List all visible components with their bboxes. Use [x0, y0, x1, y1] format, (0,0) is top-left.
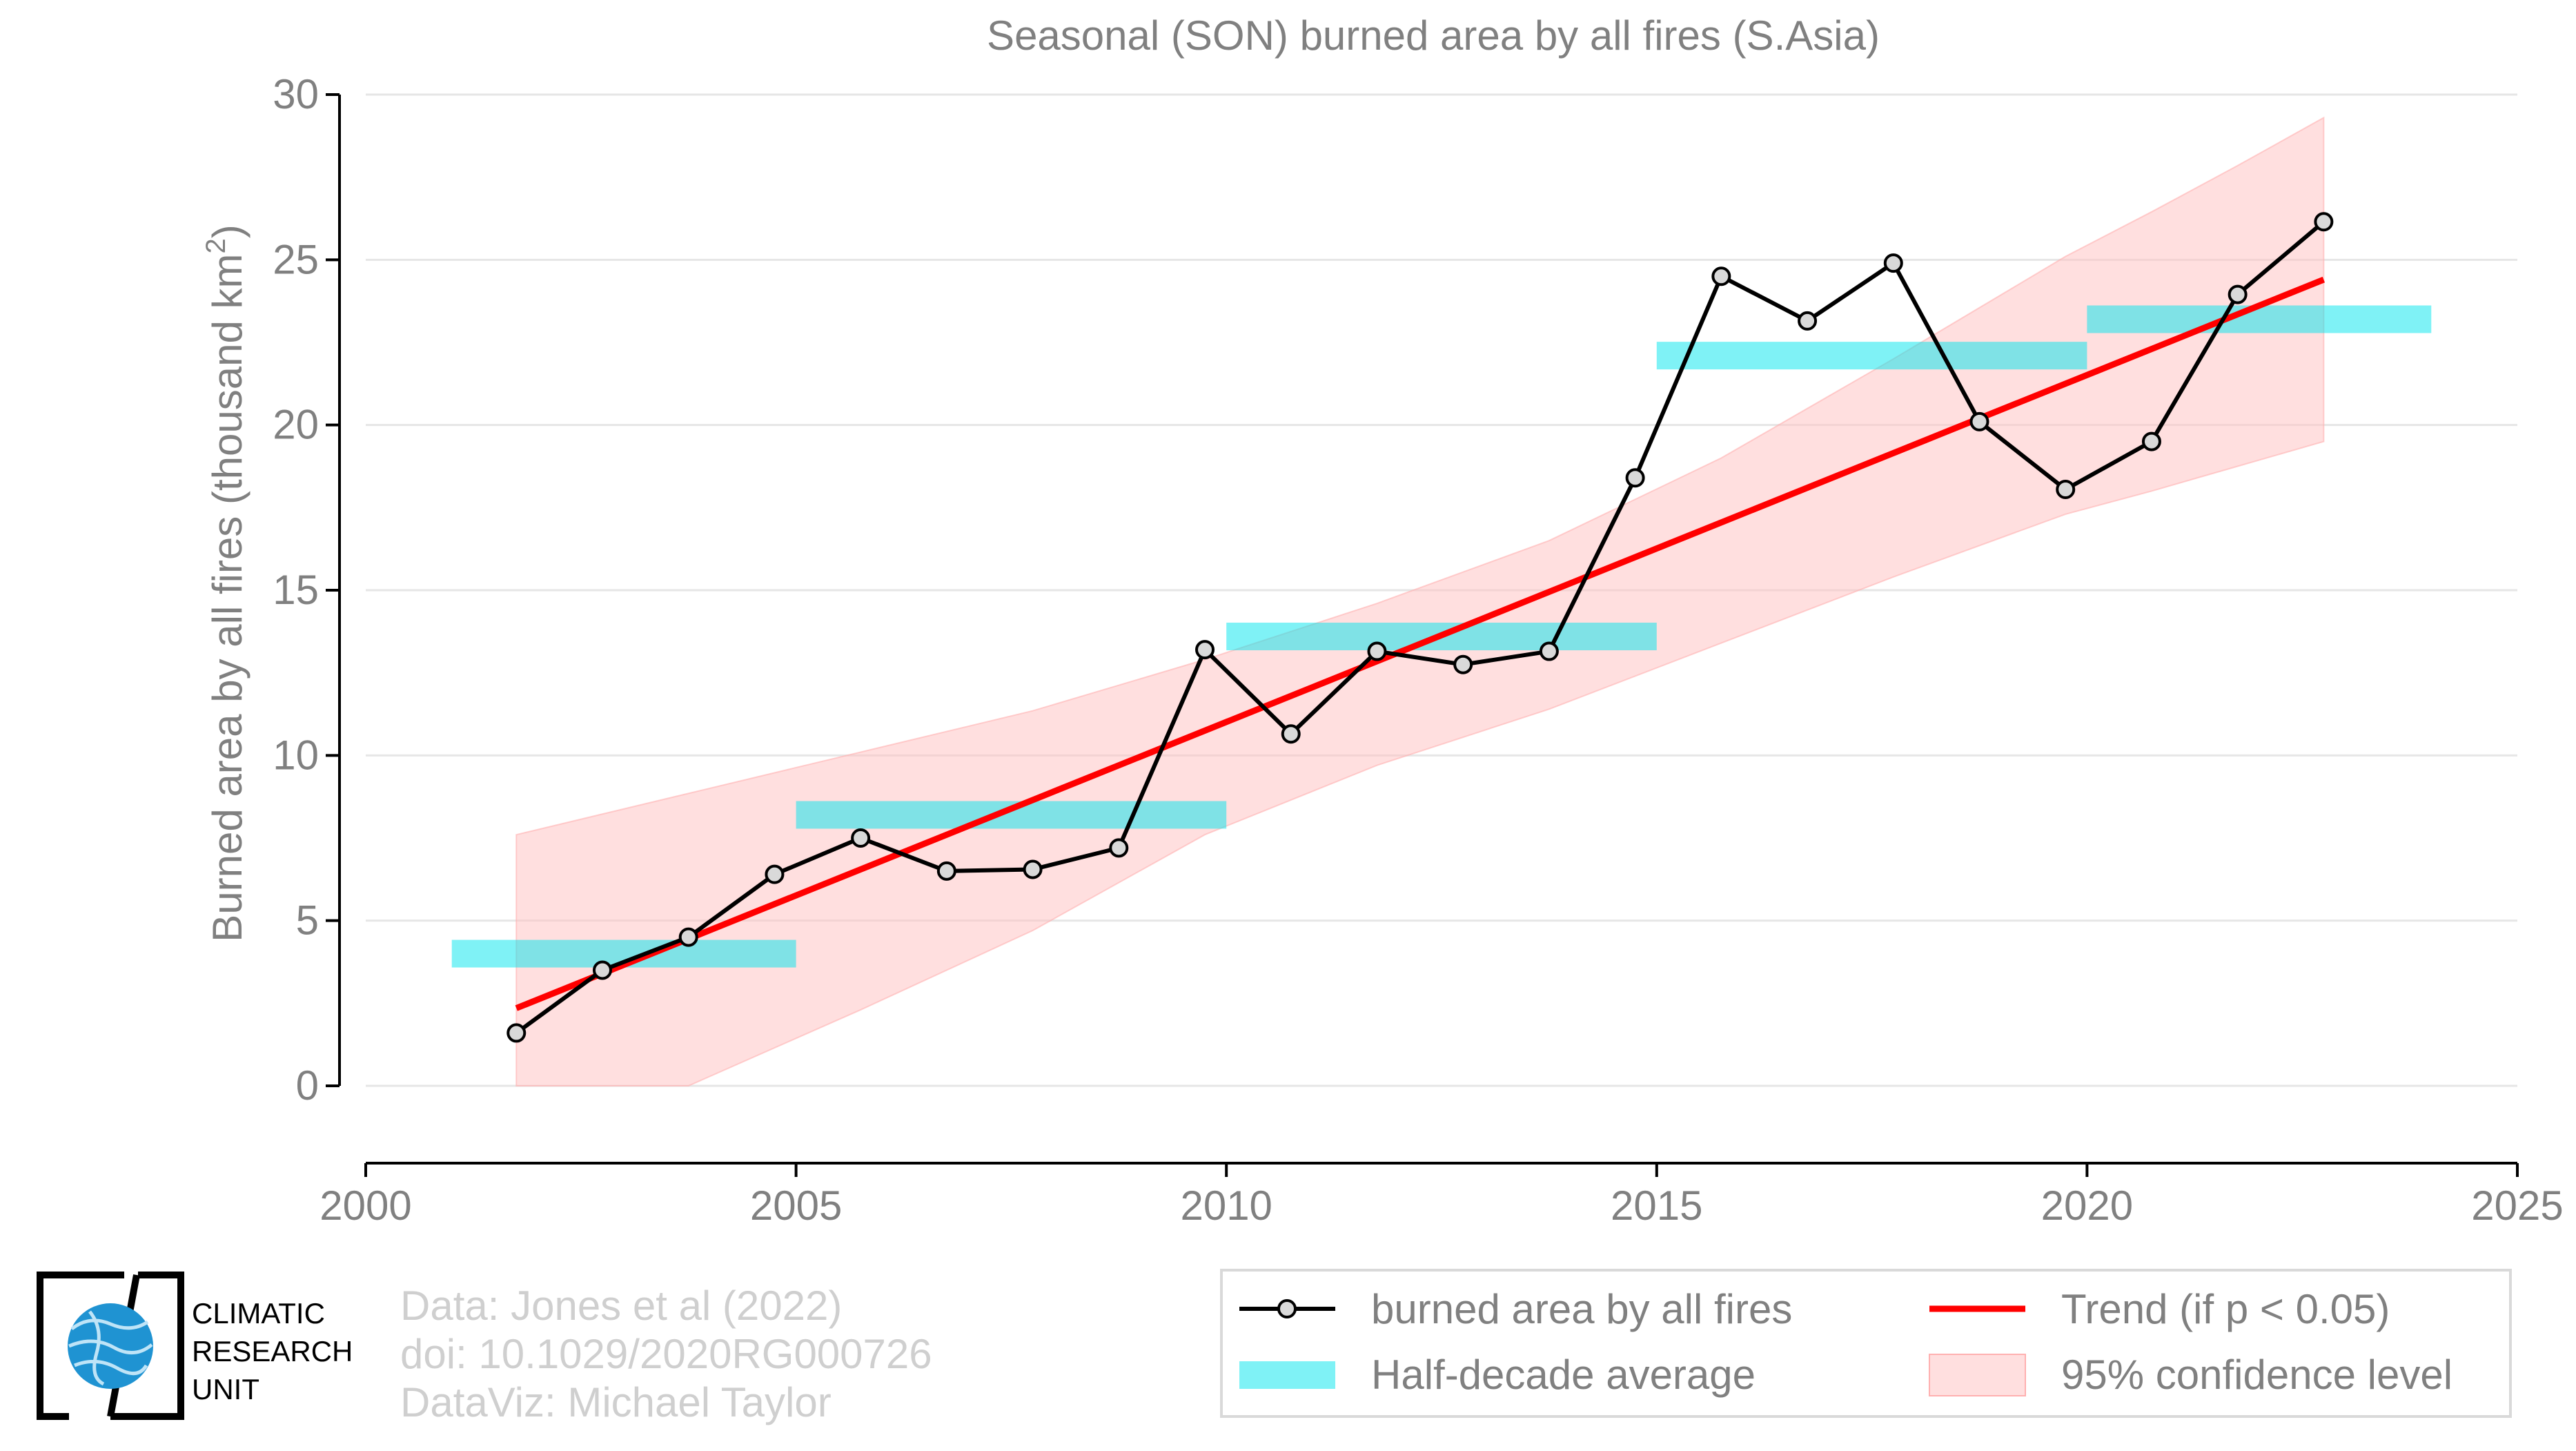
legend-frame	[1220, 1269, 2512, 1418]
legend-marker-swatch	[1277, 1299, 1297, 1318]
data-point-17	[1969, 411, 1989, 431]
logo-text-unit: UNIT	[192, 1373, 259, 1405]
x-tick-label-2020: 2020	[2041, 1182, 2133, 1229]
data-point-6	[1023, 859, 1043, 879]
x-tick-label-2025: 2025	[2471, 1182, 2563, 1229]
data-point-20	[2228, 284, 2248, 304]
burned-area-line	[515, 220, 2326, 1035]
legend-label-trend: Trend (if p < 0.05)	[2061, 1286, 2390, 1332]
x-tick-label-2005: 2005	[750, 1182, 842, 1229]
half-decade-bar-1	[796, 801, 1227, 829]
data-point-3	[765, 864, 785, 884]
credit-dataviz: DataViz: Michael Taylor	[400, 1379, 832, 1425]
logo-text-climatic: CLIMATIC	[192, 1297, 325, 1330]
burned-area-markers	[507, 212, 2334, 1043]
data-point-14	[1711, 266, 1731, 286]
half-decade-bars	[451, 305, 2432, 968]
data-point-12	[1539, 641, 1559, 661]
data-point-10	[1367, 641, 1387, 661]
chart-title: Seasonal (SON) burned area by all fires …	[987, 12, 1880, 59]
half-decade-bar-3	[1656, 342, 2087, 370]
credit-data: Data: Jones et al (2022)	[400, 1283, 843, 1329]
x-axis: 2000 2005 2010 2015 2020 2025	[319, 1162, 2564, 1229]
legend: burned area by all fires Trend (if p < 0…	[1220, 1269, 2512, 1418]
y-axis: 0 5 10 15 20 25 30	[273, 71, 341, 1109]
legend-label-confidence: 95% confidence level	[2061, 1352, 2452, 1398]
data-point-13	[1625, 468, 1645, 488]
y-tick-label-25: 25	[273, 236, 319, 282]
data-point-15	[1798, 311, 1818, 331]
data-point-2	[678, 927, 698, 947]
y-axis-label-superscript: 2	[201, 238, 231, 253]
half-decade-bar-4	[2087, 305, 2432, 333]
cru-logo	[37, 1272, 184, 1420]
data-point-19	[2141, 431, 2161, 451]
legend-band-swatch	[1929, 1354, 2026, 1396]
x-tick-label-2015: 2015	[1611, 1182, 1702, 1229]
globe-contours	[68, 1310, 153, 1386]
y-tick-label-15: 15	[273, 567, 319, 613]
data-point-4	[851, 828, 871, 848]
y-tick-label-30: 30	[273, 71, 319, 117]
data-point-5	[936, 861, 956, 881]
y-tick-label-20: 20	[273, 402, 319, 448]
x-tick-label-2010: 2010	[1180, 1182, 1272, 1229]
data-point-11	[1453, 654, 1473, 674]
y-tick-label-5: 5	[296, 897, 319, 944]
data-point-21	[2314, 212, 2334, 232]
trend-line	[515, 276, 2326, 1011]
data-point-0	[507, 1023, 527, 1043]
y-axis-label-close: )	[204, 224, 250, 238]
x-tick-label-2000: 2000	[319, 1182, 411, 1229]
y-axis-label: Burned area by all fires (thousand km2)	[201, 224, 250, 942]
legend-label-half-decade: Half-decade average	[1371, 1352, 1756, 1398]
data-point-1	[592, 960, 612, 980]
data-point-18	[2056, 480, 2076, 500]
data-point-9	[1281, 724, 1301, 744]
data-point-7	[1109, 838, 1129, 858]
data-point-16	[1883, 253, 1903, 273]
y-tick-label-0: 0	[296, 1062, 319, 1109]
logo-text-research: RESEARCH	[192, 1335, 353, 1367]
data-point-8	[1195, 640, 1215, 660]
credit-doi: doi: 10.1029/2020RG000726	[400, 1331, 932, 1377]
legend-half-decade-swatch	[1239, 1361, 1335, 1389]
legend-label-burned-area: burned area by all fires	[1371, 1286, 1792, 1332]
y-tick-label-10: 10	[273, 732, 319, 778]
